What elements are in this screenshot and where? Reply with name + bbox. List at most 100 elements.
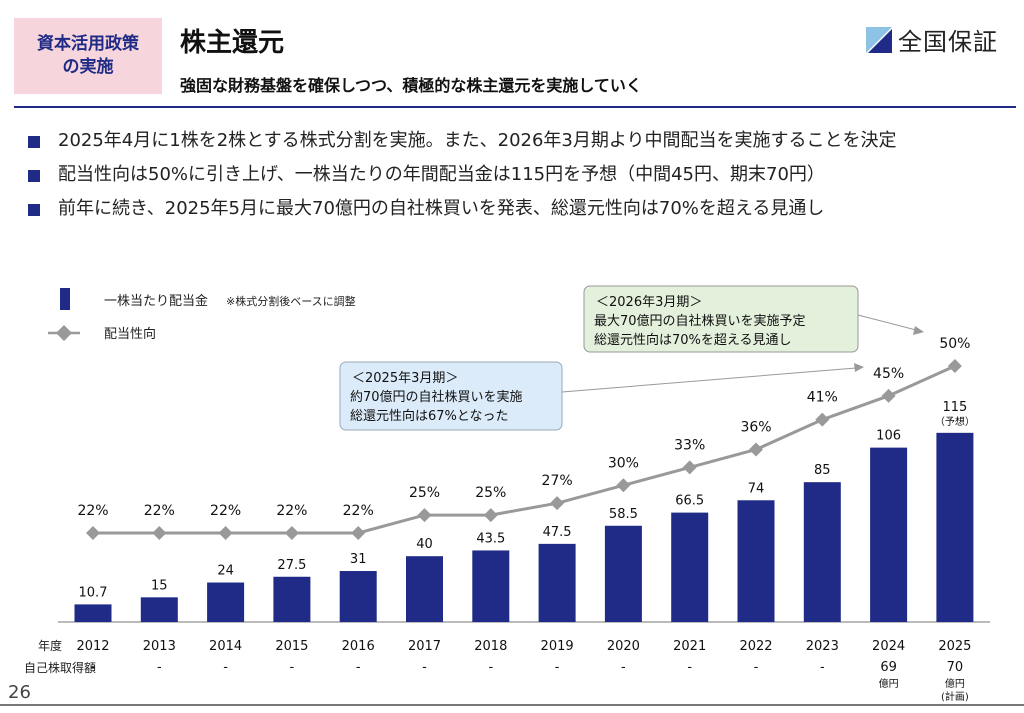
bar-value-label: 15 — [151, 578, 168, 593]
x-tick-label: 2018 — [474, 639, 507, 654]
payout-label: 22% — [144, 503, 175, 519]
payout-label: 27% — [542, 473, 573, 489]
bullet-text: 配当性向は50%に引き上げ、一株当たりの年間配当金は115円を予想（中間45円、… — [58, 164, 825, 185]
bullet-item: 配当性向は50%に引き上げ、一株当たりの年間配当金は115円を予想（中間45円、… — [28, 158, 897, 192]
payout-point-2021 — [682, 460, 697, 475]
page-number: 26 — [8, 682, 31, 703]
bar-2022 — [737, 500, 775, 622]
callout-2026-arrowhead-icon — [913, 326, 924, 335]
bar-value-label: 115 — [942, 400, 967, 415]
bar-value-label: 43.5 — [476, 531, 505, 546]
x-tick-label: 2020 — [607, 639, 640, 654]
payout-point-2024 — [881, 388, 896, 403]
row-label-buyback: 自己株取得額 — [24, 660, 96, 675]
logo-text: 全国保証 — [898, 28, 998, 56]
bar-value-label: 58.5 — [609, 507, 638, 522]
bar-value-label: 47.5 — [543, 525, 572, 540]
bar-2024 — [870, 447, 908, 622]
buyback-value: - — [422, 660, 427, 675]
forecast-note: （予想） — [935, 415, 975, 428]
buyback-unit: 億円 — [879, 677, 899, 690]
bar-2016 — [339, 571, 377, 622]
callout-2026-line2: 最大70億円の自社株買いを実施予定 — [594, 313, 806, 329]
bar-2020 — [604, 525, 642, 622]
payout-point-2018 — [483, 508, 498, 523]
buyback-value: - — [820, 660, 825, 675]
payout-point-2025 — [947, 359, 962, 373]
buyback-unit: 億円 — [945, 677, 965, 690]
payout-point-2012 — [86, 526, 100, 540]
badge-line2: の実施 — [62, 57, 114, 77]
bar-value-label: 40 — [416, 537, 433, 552]
payout-label: 22% — [343, 503, 374, 519]
callout-2025 — [339, 361, 563, 431]
buyback-value: 70 — [947, 660, 964, 675]
bullet-text: 2025年4月に1株を2株とする株式分割を実施。また、2026年3月期より中間配… — [58, 130, 897, 151]
x-tick-label: 2019 — [541, 639, 574, 654]
bar-2012 — [74, 604, 112, 622]
bar-value-label: 85 — [814, 463, 831, 478]
x-tick-label: 2016 — [342, 639, 375, 654]
callout-2026-line3: 総還元性向は70%を超える見通し — [594, 332, 792, 348]
bar-value-label: 31 — [350, 552, 367, 567]
callout-2025-line3: 総還元性向は67%となった — [350, 408, 509, 424]
x-tick-label: 2012 — [76, 639, 109, 654]
payout-label: 33% — [674, 437, 705, 453]
payout-point-2022 — [749, 442, 763, 457]
buyback-plan-note: (計画) — [941, 690, 969, 703]
payout-point-2013 — [152, 526, 167, 540]
payout-label: 36% — [740, 420, 771, 436]
bar-value-label: 106 — [876, 429, 901, 444]
callout-2025-line2: 約70億円の自社株買いを実施 — [350, 389, 523, 405]
bar-2013 — [140, 597, 178, 622]
bar-2018 — [472, 550, 510, 622]
bar-value-label: 10.7 — [79, 585, 108, 600]
buyback-value: - — [157, 660, 162, 675]
payout-label: 25% — [409, 485, 440, 501]
callout-2025-arrow — [561, 367, 857, 393]
payout-point-2016 — [351, 526, 366, 540]
bullet-square-icon — [28, 170, 40, 182]
x-tick-label: 2023 — [806, 639, 839, 654]
bullet-item: 2025年4月に1株を2株とする株式分割を実施。また、2026年3月期より中間配… — [28, 124, 897, 158]
payout-label: 22% — [210, 503, 241, 519]
payout-ratio-line — [93, 364, 956, 535]
bullet-item: 前年に続き、2025年5月に最大70億円の自社株買いを発表、総還元性向は70%を… — [28, 192, 897, 226]
company-logo: 全国保証 — [866, 22, 998, 57]
x-tick-label: 2025 — [938, 639, 971, 654]
bar-2017 — [406, 556, 443, 622]
bar-value-label: 24 — [217, 564, 234, 579]
logo-mark-icon — [866, 26, 892, 53]
buyback-value: - — [555, 660, 560, 675]
x-tick-label: 2021 — [673, 639, 706, 654]
payout-label: 30% — [608, 455, 639, 471]
header-divider — [14, 106, 1016, 108]
bar-2019 — [538, 543, 576, 622]
x-tick-label: 2024 — [872, 639, 905, 654]
callout-2026-line1: ＜2026年3月期＞ — [596, 295, 702, 310]
payout-label: 50% — [939, 336, 970, 352]
callout-2026 — [583, 285, 859, 353]
section-badge: 資本活用政策 の実施 — [14, 18, 162, 94]
legend-bar-label: 一株当たり配当金 — [104, 293, 208, 309]
x-tick-label: 2014 — [209, 639, 242, 654]
callout-2025-arrowhead-icon — [854, 363, 864, 372]
payout-label: 22% — [276, 503, 307, 519]
payout-label: 22% — [77, 503, 108, 519]
legend-bar-note: ※株式分割後ベースに調整 — [226, 294, 356, 308]
bar-2025 — [936, 432, 974, 622]
buyback-value: - — [687, 660, 692, 675]
bullet-square-icon — [28, 204, 40, 216]
page-title: 株主還元 — [180, 28, 285, 58]
callout-2025-line1: ＜2025年3月期＞ — [352, 371, 458, 386]
footer-divider — [0, 704, 1024, 706]
bar-value-label: 66.5 — [675, 494, 704, 509]
bar-2021 — [671, 512, 709, 622]
payout-label: 41% — [807, 390, 838, 406]
page-subtitle: 強固な財務基盤を確保しつつ、積極的な株主還元を実施していく — [180, 76, 642, 95]
buyback-value: - — [621, 660, 626, 675]
x-tick-label: 2013 — [143, 639, 176, 654]
callout-2026-arrow — [857, 314, 917, 331]
x-tick-label: 2015 — [275, 639, 308, 654]
